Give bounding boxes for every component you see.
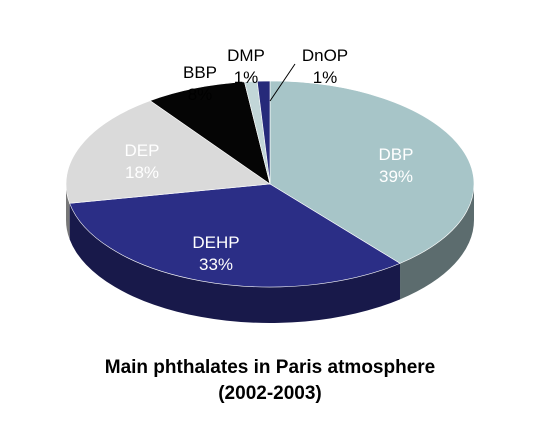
slice-value-dnop: 1% [313, 68, 338, 87]
chart-title: Main phthalates in Paris atmosphere [105, 357, 435, 378]
slice-name-dnop: DnOP [302, 46, 348, 65]
slice-value-dmp: 1% [234, 68, 259, 87]
pie-sides [66, 184, 474, 323]
slice-side-dbp [400, 184, 474, 300]
slice-value-bbp: 8% [188, 85, 213, 104]
slice-dehp [69, 183, 401, 288]
slice-name-bbp: BBP [183, 63, 217, 82]
slice-labels: DBP 39% DEHP 33% DEP 18% BBP 8% DMP 1% DnOP 1% [125, 46, 414, 274]
slice-bbp [149, 81, 271, 185]
slice-dnop [256, 80, 271, 185]
slice-side-dehp [69, 203, 401, 323]
slice-name-dmp: DMP [227, 46, 265, 65]
slice-value-dep: 18% [125, 163, 159, 182]
slice-dep [65, 100, 271, 204]
slice-side-dep [66, 184, 70, 240]
pie-slices [65, 80, 475, 288]
slice-name-dehp: DEHP [192, 233, 239, 252]
slice-value-dehp: 33% [199, 255, 233, 274]
dnop-leader-line [269, 63, 296, 102]
slice-value-dbp: 39% [379, 167, 413, 186]
slice-name-dep: DEP [125, 141, 160, 160]
slice-name-dbp: DBP [379, 145, 414, 164]
chart-subtitle: (2002-2003) [218, 383, 322, 404]
slice-dbp [269, 80, 475, 264]
